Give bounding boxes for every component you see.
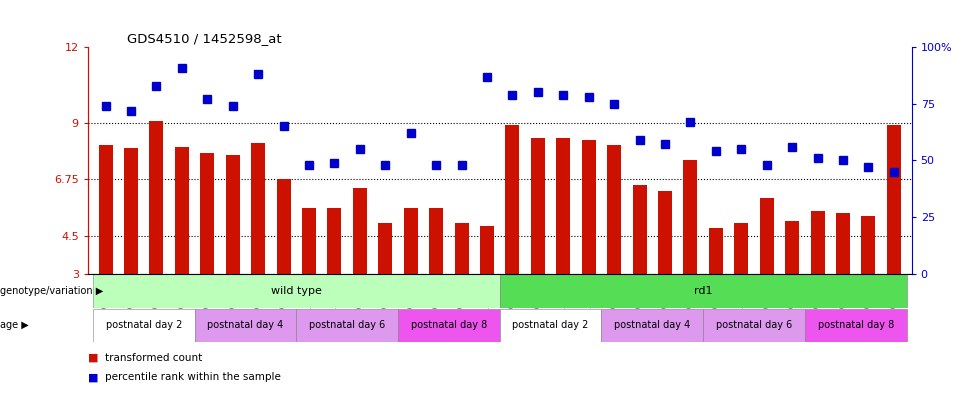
Text: GDS4510 / 1452598_at: GDS4510 / 1452598_at xyxy=(127,32,282,45)
Text: transformed count: transformed count xyxy=(105,353,203,363)
Bar xyxy=(734,223,748,274)
Bar xyxy=(785,221,799,274)
Bar xyxy=(861,216,876,274)
Text: wild type: wild type xyxy=(271,286,322,296)
Bar xyxy=(530,138,545,274)
Bar xyxy=(302,208,316,274)
Bar xyxy=(252,143,265,274)
Bar xyxy=(760,198,774,274)
Bar xyxy=(328,208,341,274)
Bar xyxy=(175,147,189,274)
Bar xyxy=(404,208,417,274)
Bar xyxy=(398,309,499,342)
Bar xyxy=(658,191,672,274)
Bar xyxy=(225,155,240,274)
Bar xyxy=(454,223,469,274)
Bar xyxy=(200,153,214,274)
Bar xyxy=(810,211,825,274)
Bar xyxy=(353,188,367,274)
Text: age ▶: age ▶ xyxy=(0,320,28,330)
Bar xyxy=(887,125,901,274)
Text: postnatal day 4: postnatal day 4 xyxy=(208,320,284,330)
Bar xyxy=(499,309,602,342)
Bar xyxy=(195,309,296,342)
Text: genotype/variation ▶: genotype/variation ▶ xyxy=(0,286,103,296)
Bar xyxy=(124,148,138,274)
Bar xyxy=(378,223,392,274)
Text: postnatal day 8: postnatal day 8 xyxy=(818,320,894,330)
Bar xyxy=(149,121,164,274)
Bar xyxy=(505,125,520,274)
Text: postnatal day 6: postnatal day 6 xyxy=(716,320,792,330)
Bar xyxy=(683,160,697,274)
Bar xyxy=(93,309,195,342)
Text: postnatal day 6: postnatal day 6 xyxy=(309,320,385,330)
Bar xyxy=(98,145,112,274)
Bar xyxy=(836,213,850,274)
Bar xyxy=(93,274,499,308)
Bar xyxy=(480,226,494,274)
Bar xyxy=(429,208,443,274)
Bar xyxy=(277,179,291,274)
Text: percentile rank within the sample: percentile rank within the sample xyxy=(105,372,281,382)
Bar xyxy=(557,138,570,274)
Bar xyxy=(582,140,596,274)
Text: postnatal day 2: postnatal day 2 xyxy=(105,320,182,330)
Text: postnatal day 8: postnatal day 8 xyxy=(410,320,487,330)
Bar xyxy=(633,185,646,274)
Bar xyxy=(607,145,621,274)
Text: postnatal day 4: postnatal day 4 xyxy=(614,320,690,330)
Text: ■: ■ xyxy=(88,372,98,382)
Text: ■: ■ xyxy=(88,353,98,363)
Bar xyxy=(602,309,703,342)
Bar xyxy=(296,309,398,342)
Text: postnatal day 2: postnatal day 2 xyxy=(512,320,589,330)
Bar xyxy=(804,309,907,342)
Text: rd1: rd1 xyxy=(694,286,713,296)
Bar xyxy=(703,309,804,342)
Bar xyxy=(709,228,722,274)
Bar xyxy=(499,274,907,308)
